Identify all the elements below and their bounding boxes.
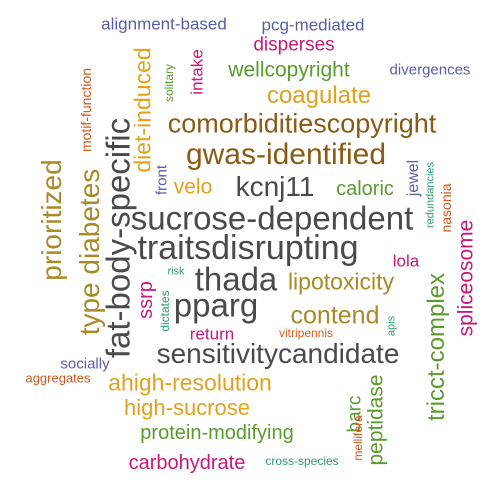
- word-intake: intake: [187, 49, 207, 95]
- word-vitripennis: vitripennis: [278, 326, 334, 340]
- word-cross-species: cross-species: [265, 454, 339, 468]
- word-kcnj11: kcnj11: [235, 171, 315, 202]
- word-peptidase: peptidase: [364, 374, 388, 466]
- word-caloric: caloric: [336, 178, 394, 200]
- word-jewel: jewel: [405, 159, 422, 197]
- word-thada: thada: [194, 260, 278, 298]
- word-velo: velo: [173, 175, 213, 199]
- word-tricct-complex: tricct-complex: [423, 272, 450, 422]
- word-sucrose-dependent: sucrose-dependent: [130, 199, 414, 237]
- word-aggregates: aggregates: [25, 370, 91, 386]
- word-contend: contend: [290, 301, 380, 330]
- word-traitsdisrupting: traitsdisrupting: [137, 229, 359, 267]
- word-front: front: [153, 164, 171, 196]
- word-coagulate: coagulate: [266, 82, 372, 109]
- word-spliceosome: spliceosome: [454, 219, 478, 337]
- word-prioritized: prioritized: [36, 159, 67, 281]
- word-motif-function: motif-function: [78, 67, 94, 153]
- word-socially: socially: [60, 355, 110, 373]
- word-mellifera: mellifera: [351, 415, 365, 461]
- word-comorbiditiescopyright: comorbiditiescopyright: [167, 108, 437, 139]
- word-ssrp: ssrp: [135, 281, 157, 319]
- word-protein-modifying: protein-modifying: [140, 422, 294, 444]
- word-wellcopyright: wellcopyright: [228, 58, 350, 82]
- word-apis: apis: [385, 315, 398, 337]
- word-disperses: disperses: [253, 34, 335, 56]
- word-solitary: solitary: [162, 63, 176, 103]
- word-pparg: pparg: [173, 286, 259, 324]
- word-lipotoxicity: lipotoxicity: [287, 268, 395, 295]
- word-sensitivitycandidate: sensitivitycandidate: [156, 338, 400, 369]
- word-lola: lola: [392, 251, 420, 271]
- word-divergences: divergences: [389, 61, 471, 79]
- word-nasonia: nasonia: [438, 183, 454, 233]
- word-risk: risk: [167, 265, 185, 278]
- word-return: return: [189, 324, 235, 344]
- word-carbohydrate: carbohydrate: [128, 452, 246, 474]
- word-dictates: dictates: [158, 290, 172, 332]
- word-alignment-based: alignment-based: [101, 14, 227, 34]
- word-pcg-mediated: pcg-mediated: [261, 15, 365, 35]
- word-high-sucrose: high-sucrose: [124, 395, 250, 420]
- word-redundancies: redundancies: [424, 161, 437, 229]
- word-gwas-identified: gwas-identified: [185, 138, 387, 171]
- word-ahigh-resolution: ahigh-resolution: [108, 369, 272, 396]
- word-diet-induced: diet-induced: [129, 47, 156, 173]
